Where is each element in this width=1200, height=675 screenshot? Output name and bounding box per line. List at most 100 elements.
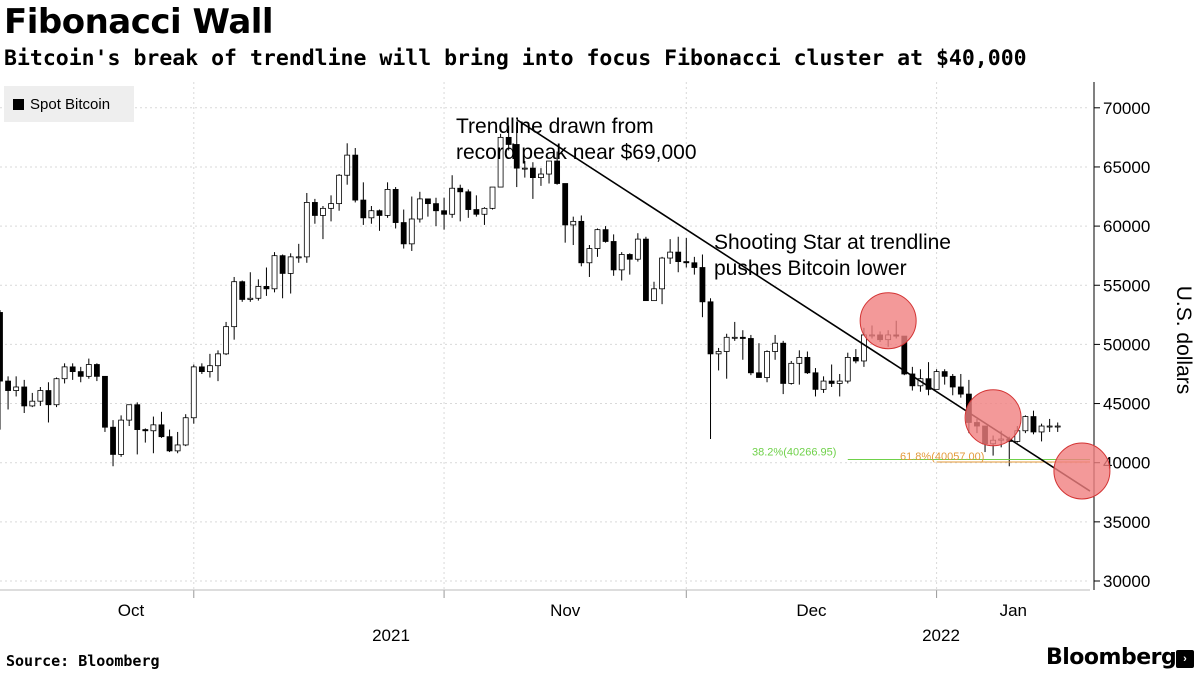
candle-up bbox=[1022, 416, 1029, 432]
candle-up bbox=[29, 400, 36, 407]
candle-down bbox=[610, 241, 617, 271]
candle-down bbox=[457, 187, 464, 193]
candle-up bbox=[336, 174, 343, 205]
candle-up bbox=[13, 386, 20, 391]
candle-down bbox=[239, 281, 246, 300]
candle-down bbox=[578, 220, 585, 264]
source-note: Source: Bloomberg bbox=[6, 652, 160, 670]
x-tick-label: Dec bbox=[796, 601, 827, 620]
candle-down bbox=[263, 286, 270, 290]
x-tick-label: Oct bbox=[118, 601, 145, 620]
annotation-trendline-line2: record peak near $69,000 bbox=[456, 141, 697, 164]
candle-down bbox=[352, 154, 359, 201]
legend-swatch bbox=[13, 98, 24, 110]
annotation-shooting-star-line2: pushes Bitcoin lower bbox=[714, 257, 907, 280]
candle-down bbox=[941, 371, 948, 377]
candle-down bbox=[0, 312, 3, 382]
y-tick-label: 45000 bbox=[1103, 395, 1150, 414]
candle-up bbox=[37, 390, 44, 402]
candle-up bbox=[489, 186, 496, 209]
x-tick-label: Nov bbox=[550, 601, 581, 620]
y-tick-label: 55000 bbox=[1103, 276, 1150, 295]
candle-down bbox=[554, 160, 561, 184]
candle-down bbox=[465, 191, 472, 210]
candle-down bbox=[699, 267, 706, 303]
candle-down bbox=[360, 199, 367, 219]
y-tick-label: 70000 bbox=[1103, 99, 1150, 118]
candle-up bbox=[174, 444, 181, 452]
candle-down bbox=[158, 424, 165, 438]
candle-up bbox=[231, 281, 238, 328]
annotation-shooting-star-line1: Shooting Star at trendline bbox=[714, 231, 951, 254]
x-year-label: 2022 bbox=[922, 626, 960, 645]
legend: Spot Bitcoin bbox=[4, 86, 134, 122]
candle-down bbox=[77, 371, 84, 377]
annotation-trendline-line1: Trendline drawn from bbox=[456, 115, 654, 138]
candle-up bbox=[287, 256, 294, 274]
candle-down bbox=[5, 380, 11, 391]
candle-down bbox=[400, 222, 407, 245]
y-tick-label: 35000 bbox=[1103, 513, 1150, 532]
candle-down bbox=[747, 338, 754, 374]
candle-down bbox=[529, 167, 536, 178]
candle-up bbox=[594, 229, 601, 249]
legend-label: Spot Bitcoin bbox=[30, 95, 111, 113]
candle-up bbox=[667, 251, 674, 259]
candle-down bbox=[110, 426, 116, 455]
candle-up bbox=[1054, 425, 1061, 428]
candle-up bbox=[295, 256, 302, 259]
y-tick-label: 30000 bbox=[1103, 572, 1150, 591]
candle-down bbox=[602, 229, 609, 242]
y-tick-label: 65000 bbox=[1103, 158, 1150, 177]
candle-up bbox=[796, 357, 803, 364]
candle-up bbox=[861, 334, 867, 362]
candle-down bbox=[804, 357, 811, 374]
candle-up bbox=[764, 351, 770, 378]
x-tick-label: Jan bbox=[1000, 601, 1027, 620]
fib-label: 61.8%(40057.00) bbox=[900, 451, 984, 463]
candle-up bbox=[449, 187, 456, 215]
candle-down bbox=[1030, 416, 1037, 433]
candle-down bbox=[441, 210, 447, 215]
y-axis-label: U.S. dollars bbox=[1172, 286, 1195, 395]
candle-up bbox=[190, 366, 197, 419]
candle-up bbox=[320, 207, 326, 216]
candle-up bbox=[586, 248, 593, 264]
candle-up bbox=[368, 210, 375, 219]
candle-down bbox=[45, 390, 52, 406]
candle-up bbox=[384, 189, 391, 216]
candle-down bbox=[643, 238, 649, 302]
candle-up bbox=[618, 254, 625, 271]
candle-up bbox=[723, 336, 730, 352]
candle-up bbox=[85, 364, 92, 377]
candle-up bbox=[328, 203, 334, 209]
highlight-circle bbox=[964, 389, 1022, 447]
candle-up bbox=[1038, 425, 1045, 433]
candle-down bbox=[134, 404, 141, 430]
candle-down bbox=[949, 375, 956, 388]
candle-up bbox=[303, 202, 310, 258]
candle-up bbox=[651, 288, 657, 302]
highlight-circle bbox=[859, 292, 917, 350]
candle-down bbox=[102, 375, 108, 428]
candle-up bbox=[570, 220, 577, 226]
candle-up bbox=[182, 417, 189, 446]
candle-down bbox=[756, 372, 762, 378]
candle-up bbox=[223, 326, 229, 355]
candle-up bbox=[416, 198, 423, 220]
candle-down bbox=[626, 254, 633, 260]
candle-up bbox=[61, 366, 68, 380]
candle-up bbox=[521, 167, 528, 170]
candle-up bbox=[118, 419, 125, 455]
candle-up bbox=[1046, 425, 1053, 428]
candle-up bbox=[53, 378, 60, 406]
candle-down bbox=[739, 336, 746, 339]
candle-down bbox=[812, 372, 819, 390]
x-year-label: 2021 bbox=[372, 626, 410, 645]
highlight-circle bbox=[1053, 442, 1111, 500]
candle-up bbox=[497, 136, 504, 188]
candle-down bbox=[957, 386, 964, 395]
candle-up bbox=[933, 371, 940, 390]
candle-up bbox=[126, 404, 133, 421]
